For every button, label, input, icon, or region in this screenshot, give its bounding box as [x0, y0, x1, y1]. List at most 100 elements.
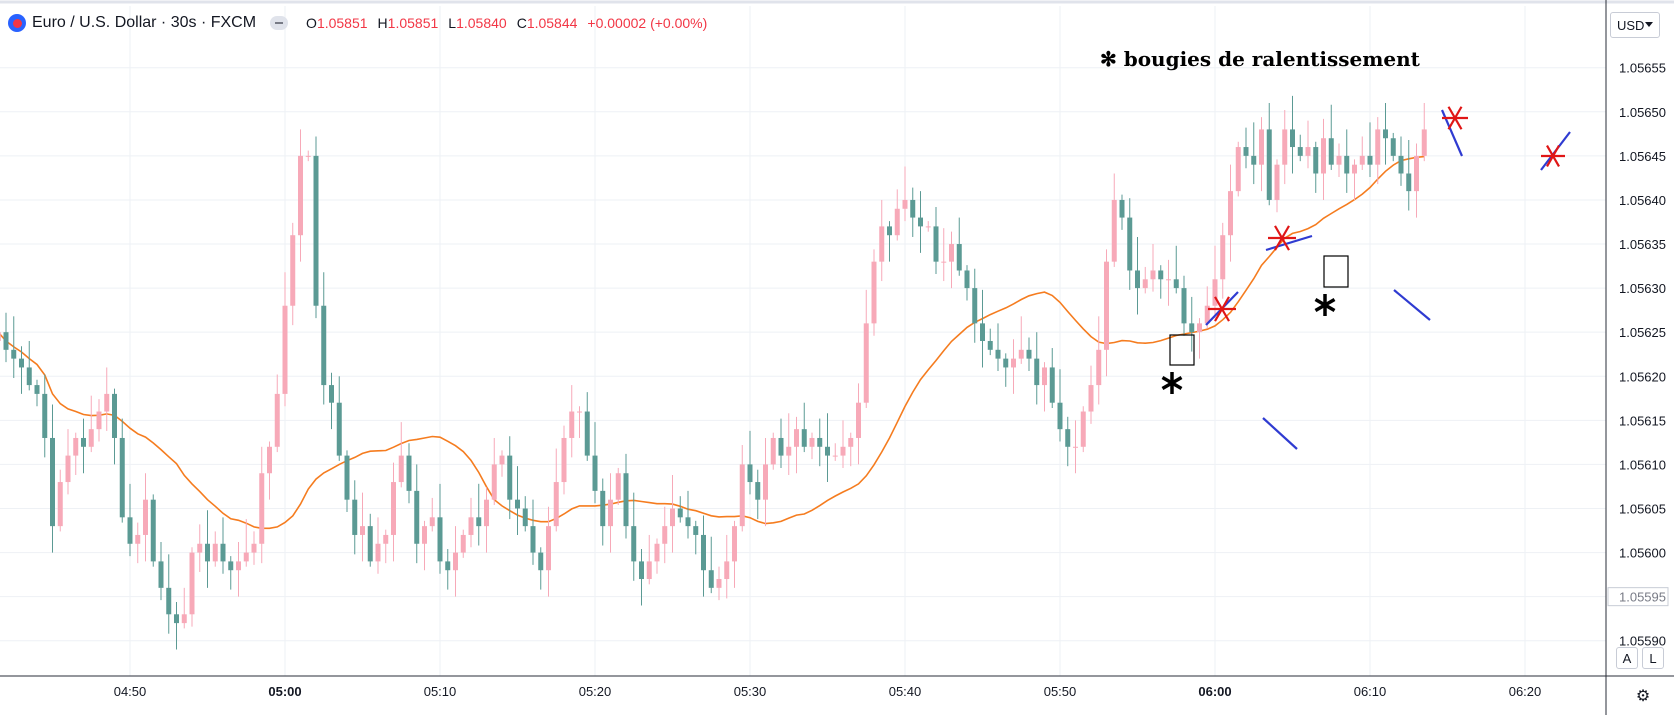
moving-average-line: [0, 155, 1425, 530]
current-price-box: [1607, 587, 1669, 607]
candle-body: [1321, 138, 1326, 174]
candle-body: [856, 402, 861, 438]
time-tick-label: 04:50: [114, 684, 147, 699]
symbol-legend: Euro / U.S. Dollar · 30s · FXCM O1.05851…: [8, 12, 707, 34]
candle-body: [1228, 191, 1233, 236]
price-tick-label: 1.05655: [1619, 61, 1666, 76]
currency-select[interactable]: USD: [1610, 12, 1660, 38]
candle-body: [220, 543, 226, 562]
candle-body: [484, 499, 489, 527]
candle-body: [778, 437, 784, 456]
candle-body: [801, 429, 807, 447]
candle-body: [205, 543, 210, 562]
candle-body: [336, 402, 342, 456]
highlight-box: [1169, 334, 1195, 366]
candle-body: [197, 543, 203, 553]
candle-body: [577, 411, 582, 413]
candle-body: [995, 349, 1001, 359]
candle-body: [600, 490, 606, 527]
candle-body: [329, 385, 334, 403]
candle-body: [499, 455, 505, 465]
candle-body: [1344, 155, 1350, 174]
candle-body: [1383, 129, 1388, 139]
candle-body: [119, 437, 125, 518]
candle-body: [1181, 288, 1187, 324]
candle-body: [104, 393, 110, 412]
candle-body: [677, 508, 683, 518]
candle-body: [0, 332, 1, 341]
candle-body: [445, 561, 451, 571]
candle-body: [1127, 217, 1133, 271]
black-star-stroke: [1314, 297, 1336, 313]
candle-body: [212, 543, 218, 562]
price-tick-label: 1.05635: [1619, 237, 1666, 252]
candle-body: [1406, 173, 1412, 192]
candle-body: [398, 455, 404, 483]
log-scale-button[interactable]: L: [1642, 647, 1664, 669]
candle-body: [561, 437, 567, 483]
candle-body: [809, 437, 815, 447]
collapse-legend-icon[interactable]: [270, 16, 289, 30]
candle-body: [313, 155, 319, 306]
candle-body: [1173, 279, 1179, 289]
ohlc-close: C1.05844: [516, 15, 578, 31]
candle-body: [1026, 349, 1032, 359]
candle-body: [73, 437, 79, 456]
candle-body: [817, 437, 823, 447]
candle-body: [88, 429, 94, 447]
candle-body: [1212, 279, 1218, 306]
annotation-title[interactable]: ✻ bougies de ralentissement: [1100, 47, 1420, 71]
candle-body: [1352, 164, 1357, 174]
time-tick-label: 06:10: [1354, 684, 1387, 699]
price-tick-label: 1.05610: [1619, 457, 1666, 472]
candle-body: [352, 499, 358, 535]
candle-body: [367, 526, 373, 562]
candle-body: [1158, 270, 1164, 280]
candle-body: [786, 446, 792, 456]
price-tick-label: 1.05625: [1619, 325, 1666, 340]
symbol-title[interactable]: Euro / U.S. Dollar · 30s · FXCM: [32, 14, 257, 31]
candle-body: [1235, 147, 1241, 192]
candle-body: [646, 561, 652, 580]
candle-body: [825, 446, 830, 456]
candle-body: [1266, 129, 1272, 200]
candle-body: [832, 455, 838, 457]
candle-body: [19, 358, 24, 368]
candle-body: [243, 552, 249, 562]
candle-body: [925, 226, 931, 228]
candle-body: [693, 526, 699, 535]
candle-body: [298, 155, 303, 236]
candle-body: [1390, 138, 1396, 156]
candle-body: [1336, 155, 1342, 165]
candle-body: [1290, 129, 1295, 148]
candle-body: [274, 393, 280, 447]
candle-body: [553, 482, 559, 527]
price-tick-label: 1.05620: [1619, 369, 1666, 384]
candle-body: [468, 517, 474, 535]
candle-body: [894, 208, 900, 236]
candle-body: [639, 561, 644, 580]
candle-body: [662, 526, 668, 544]
red-star-stroke: [1214, 296, 1230, 322]
red-star-3-icon: [1442, 106, 1468, 130]
candle-body: [181, 614, 187, 624]
candle-body: [112, 393, 117, 438]
candle-body: [1251, 155, 1257, 165]
candle-body: [1080, 411, 1086, 447]
candle-body: [770, 437, 776, 465]
candle-body: [127, 517, 133, 544]
candle-body: [1328, 138, 1334, 165]
candle-body: [887, 226, 892, 236]
blue-trend-line: [1265, 234, 1313, 252]
candle-body: [174, 614, 179, 624]
gear-icon[interactable]: ⚙: [1635, 688, 1651, 705]
candle-body: [1220, 235, 1226, 280]
candle-body: [57, 482, 63, 527]
candle-body: [685, 517, 691, 527]
candle-body: [360, 526, 365, 535]
candle-body: [747, 464, 753, 483]
auto-scale-button[interactable]: A: [1616, 647, 1638, 669]
price-tick-label: 1.05640: [1619, 193, 1666, 208]
